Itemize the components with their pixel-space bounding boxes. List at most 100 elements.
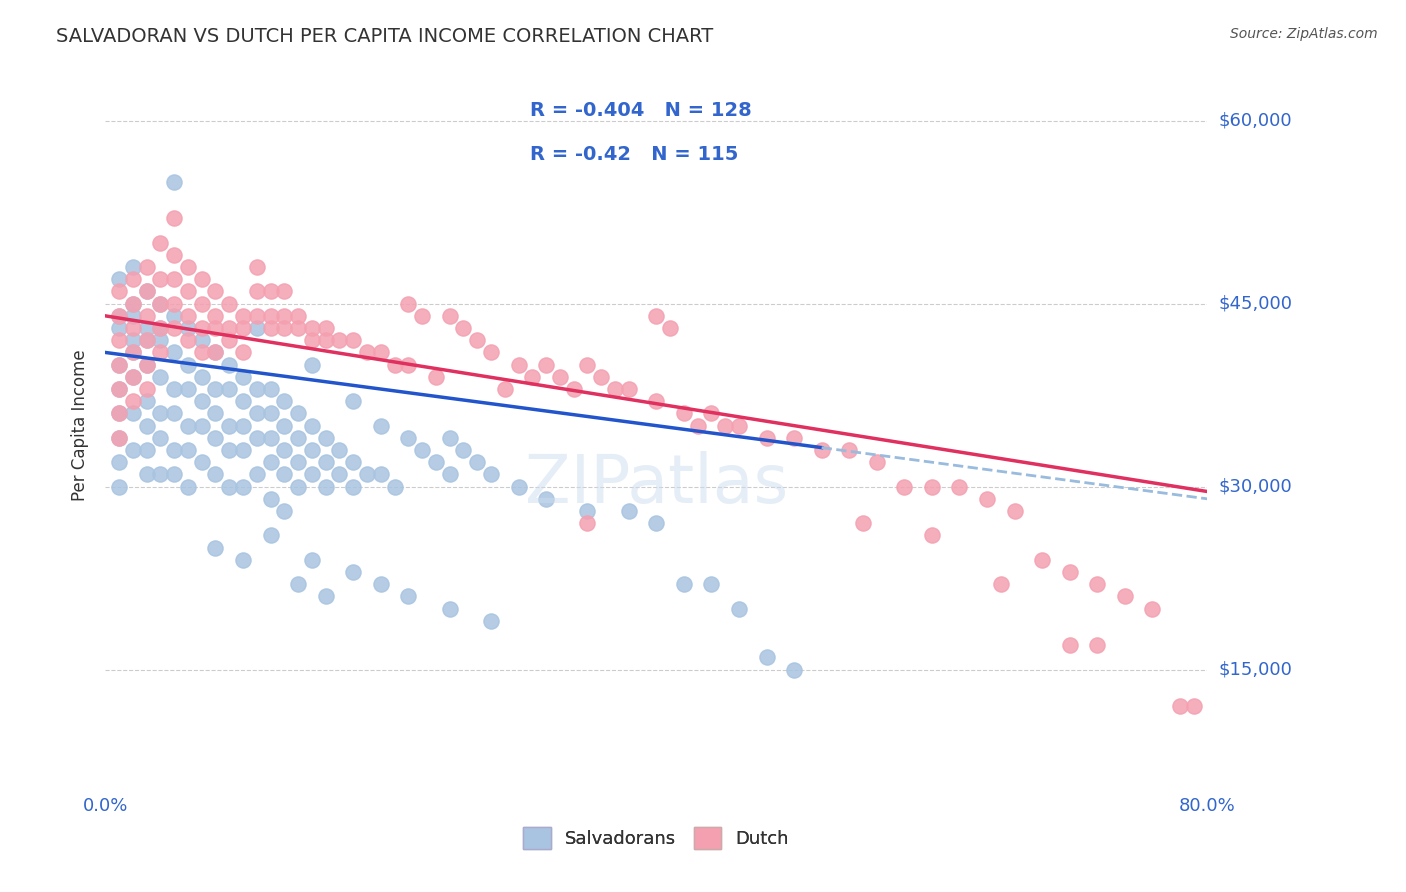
Point	[576, 358, 599, 372]
Point	[273, 443, 295, 458]
Point	[921, 528, 943, 542]
Point	[121, 333, 143, 347]
Point	[396, 296, 419, 310]
Point	[259, 528, 281, 542]
Point	[135, 321, 157, 335]
Point	[370, 345, 392, 359]
Point	[1085, 638, 1108, 652]
Point	[576, 504, 599, 518]
Point	[163, 175, 186, 189]
Point	[121, 443, 143, 458]
Point	[135, 333, 157, 347]
Point	[232, 309, 254, 323]
Point	[204, 285, 226, 299]
Point	[755, 650, 778, 665]
Point	[453, 443, 475, 458]
Text: $15,000: $15,000	[1219, 661, 1292, 679]
Point	[204, 467, 226, 482]
Point	[108, 309, 131, 323]
Point	[190, 345, 212, 359]
Point	[1059, 638, 1081, 652]
Point	[562, 382, 585, 396]
Point	[163, 467, 186, 482]
Point	[177, 309, 200, 323]
Point	[287, 431, 309, 445]
Point	[204, 345, 226, 359]
Point	[287, 480, 309, 494]
Point	[603, 382, 626, 396]
Point	[287, 455, 309, 469]
Point	[163, 345, 186, 359]
Point	[315, 480, 337, 494]
Point	[534, 358, 557, 372]
Point	[342, 394, 364, 409]
Point	[135, 382, 157, 396]
Point	[149, 235, 172, 250]
Point	[342, 333, 364, 347]
Point	[121, 272, 143, 286]
Point	[396, 431, 419, 445]
Point	[315, 321, 337, 335]
Point	[246, 431, 269, 445]
Point	[149, 333, 172, 347]
Point	[108, 358, 131, 372]
Point	[190, 333, 212, 347]
Point	[177, 358, 200, 372]
Point	[1114, 590, 1136, 604]
Point	[301, 418, 323, 433]
Point	[232, 369, 254, 384]
Text: ZIPatlas: ZIPatlas	[524, 451, 787, 517]
Point	[672, 577, 695, 591]
Point	[755, 431, 778, 445]
Point	[177, 443, 200, 458]
Point	[728, 601, 751, 615]
Point	[479, 345, 502, 359]
Point	[108, 321, 131, 335]
Point	[700, 407, 723, 421]
Point	[108, 480, 131, 494]
Point	[232, 321, 254, 335]
Point	[135, 467, 157, 482]
Point	[1004, 504, 1026, 518]
Point	[108, 272, 131, 286]
Point	[1168, 699, 1191, 714]
Text: $45,000: $45,000	[1219, 294, 1292, 312]
Point	[439, 601, 461, 615]
Point	[108, 455, 131, 469]
Point	[121, 296, 143, 310]
Point	[190, 394, 212, 409]
Point	[548, 369, 571, 384]
Point	[783, 431, 806, 445]
Point	[287, 577, 309, 591]
Y-axis label: Per Capita Income: Per Capita Income	[72, 350, 89, 501]
Point	[494, 382, 516, 396]
Point	[411, 443, 433, 458]
Point	[135, 443, 157, 458]
Text: R = -0.42   N = 115: R = -0.42 N = 115	[530, 145, 738, 164]
Point	[190, 369, 212, 384]
Point	[163, 382, 186, 396]
Point	[342, 455, 364, 469]
Point	[259, 309, 281, 323]
Point	[149, 345, 172, 359]
Point	[259, 455, 281, 469]
Point	[439, 467, 461, 482]
Text: Source: ZipAtlas.com: Source: ZipAtlas.com	[1230, 27, 1378, 41]
Point	[121, 296, 143, 310]
Point	[149, 296, 172, 310]
Point	[232, 394, 254, 409]
Point	[1182, 699, 1205, 714]
Point	[301, 443, 323, 458]
Point	[149, 272, 172, 286]
Point	[121, 369, 143, 384]
Point	[204, 407, 226, 421]
Point	[301, 358, 323, 372]
Point	[218, 382, 240, 396]
Point	[976, 491, 998, 506]
Point	[108, 333, 131, 347]
Point	[273, 321, 295, 335]
Point	[342, 565, 364, 579]
Point	[149, 407, 172, 421]
Point	[135, 333, 157, 347]
Point	[259, 382, 281, 396]
